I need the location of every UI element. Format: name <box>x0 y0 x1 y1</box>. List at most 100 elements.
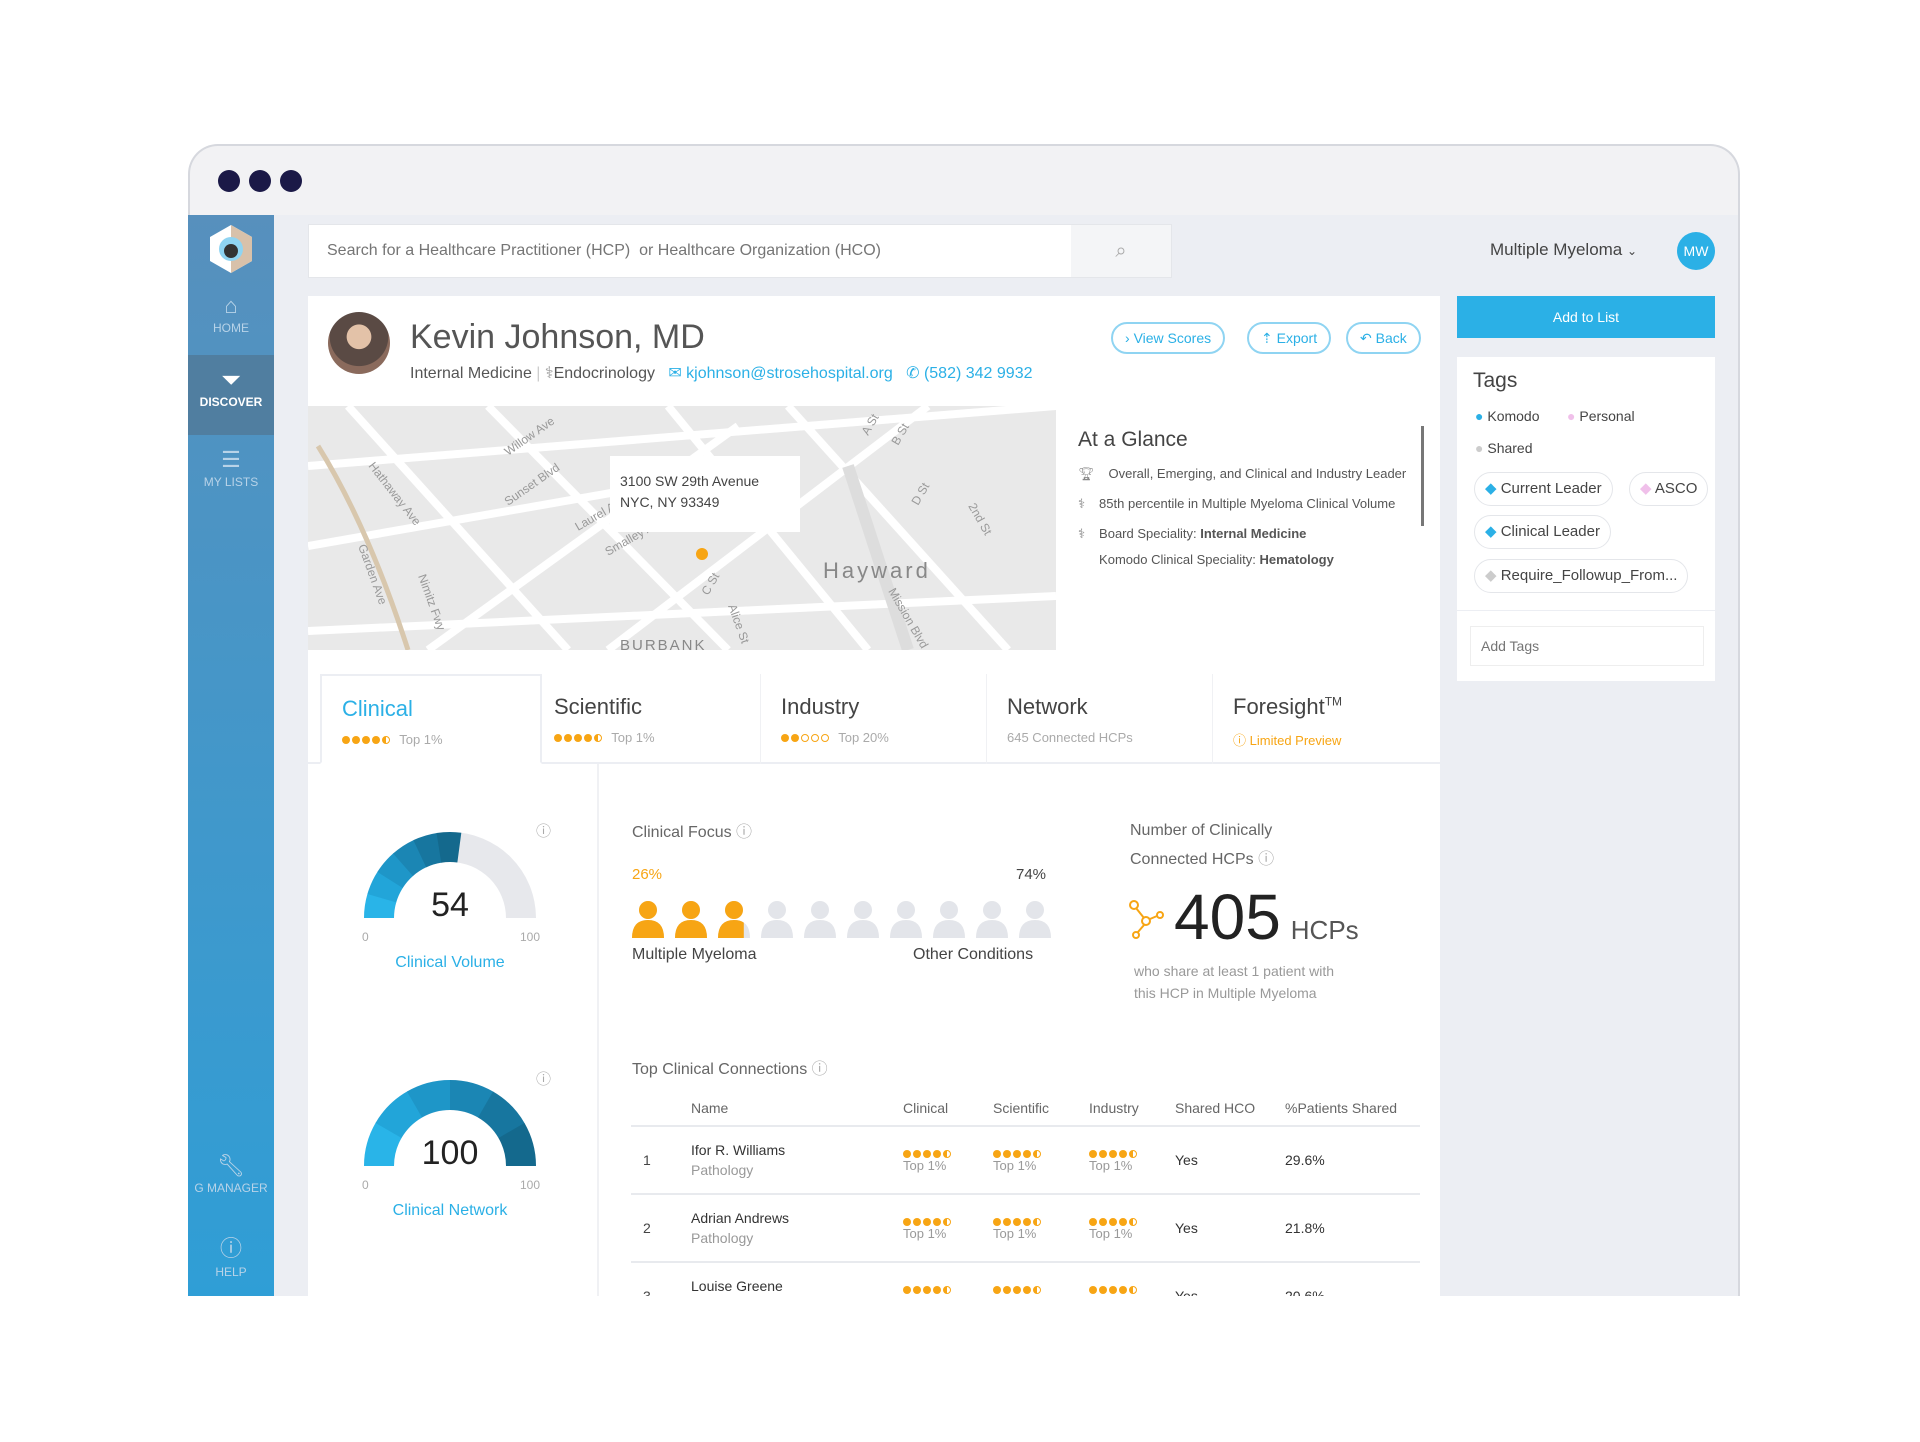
info-icon[interactable]: ⓘ <box>811 1061 828 1078</box>
connection-name[interactable]: Ifor R. Williams <box>691 1142 786 1158</box>
star-icon <box>1129 1149 1137 1158</box>
star-icon <box>1013 1217 1021 1226</box>
tag-current-leader[interactable]: ◆ Current Leader <box>1474 472 1613 506</box>
phone-link[interactable]: ✆ (582) 342 9932 <box>906 365 1033 382</box>
star-icon <box>1023 1217 1031 1226</box>
address-popup <box>610 456 800 532</box>
gauge-fill-segment <box>413 832 442 868</box>
gauge-clinical-network: 100 0 100 ⓘ Clinical Network <box>340 1056 560 1219</box>
user-avatar[interactable]: MW <box>1677 232 1715 270</box>
window-dot-close[interactable] <box>218 170 240 192</box>
star-icon <box>801 734 809 742</box>
gauge-clinical-volume: 54 0 100 ⓘ Clinical Volume <box>340 808 560 971</box>
star-icon <box>811 734 819 742</box>
sidebar-item-my-lists[interactable]: ☰ MY LISTS <box>188 447 274 489</box>
back-button[interactable]: ↶ Back <box>1346 322 1421 354</box>
table-row[interactable]: 1 Ifor R. Williams Pathology Top 1% Top 1% To… <box>631 1126 1420 1194</box>
info-icon[interactable]: ⓘ <box>536 1071 552 1088</box>
sidebar: ⌂ HOME ⏷ DISCOVER ☰ MY LISTS 🔧︎ G MANAGER ⓘ H… <box>188 215 274 1296</box>
tab-scientific[interactable]: Scientific Top 1% <box>554 694 655 745</box>
profile-name: Kevin Johnson, MD <box>410 318 705 356</box>
tag-icon: ◆ <box>1485 480 1497 497</box>
view-scores-button[interactable]: › View Scores <box>1111 322 1226 354</box>
star-icon <box>943 1149 951 1158</box>
window-dot-minimize[interactable] <box>249 170 271 192</box>
gauge-fill-segment <box>364 893 397 918</box>
gauge-value: 54 <box>431 886 469 924</box>
star-icon <box>564 734 572 742</box>
info-icon[interactable]: ⓘ <box>736 824 753 841</box>
tab-foresight[interactable]: ForesightTM ⓘ Limited Preview <box>1212 674 1438 764</box>
sidebar-item-discover[interactable]: ⏷ DISCOVER <box>188 355 274 435</box>
star-icon <box>372 736 380 744</box>
location-map[interactable]: Willow Ave Hathaway Ave Sunset Blvd Smal… <box>308 406 1056 650</box>
gauge-fill-segment <box>393 839 427 876</box>
add-to-list-button[interactable]: Add to List <box>1457 296 1715 338</box>
window-dot-maximize[interactable] <box>280 170 302 192</box>
filter-icon: ⏷ <box>222 367 240 392</box>
tab-industry[interactable]: Industry Top 20% <box>760 674 986 764</box>
tag-require-followup[interactable]: ◆ Require_Followup_From... <box>1474 559 1689 593</box>
star-icon <box>1003 1217 1011 1226</box>
star-icon <box>903 1217 911 1226</box>
star-icon <box>1129 1217 1137 1226</box>
sidebar-item-help[interactable]: ⓘ HELP <box>188 1231 274 1279</box>
address-line1: 3100 SW 29th Avenue <box>620 473 759 489</box>
column-divider <box>597 764 599 1296</box>
export-button[interactable]: ⇡ Export <box>1247 322 1332 354</box>
upload-icon: ⇡ <box>1261 330 1273 346</box>
add-tags-input[interactable] <box>1470 626 1704 666</box>
search-input[interactable] <box>309 225 1069 277</box>
gauge-fill-segment <box>478 1091 525 1139</box>
star-icon <box>1003 1149 1011 1158</box>
primary-pct: 26% <box>632 866 663 883</box>
star-icon <box>923 1149 931 1158</box>
sidebar-item-home[interactable]: ⌂ HOME <box>188 293 274 335</box>
condition-dropdown[interactable]: Multiple Myeloma ⌄ <box>1490 240 1638 259</box>
column-header: Clinical <box>903 1099 949 1116</box>
star-icon <box>781 734 789 742</box>
tab-network[interactable]: Network 645 Connected HCPs <box>986 674 1212 764</box>
star-icon <box>1033 1217 1041 1226</box>
table-row[interactable]: 2 Adrian Andrews Pathology Top 1% Top 1% Top … <box>631 1194 1420 1262</box>
gauge-fill-segment <box>377 853 414 888</box>
map-label: Garden Ave <box>355 542 390 606</box>
star-icon <box>943 1217 951 1226</box>
info-icon[interactable]: ⓘ <box>536 823 552 840</box>
star-icon <box>1109 1149 1117 1158</box>
gauge-fill-segment <box>436 832 462 863</box>
gauge-fill-segment <box>375 1091 423 1138</box>
star-icon <box>913 1149 921 1158</box>
star-icon <box>1089 1285 1097 1294</box>
info-icon[interactable]: ⓘ <box>1258 851 1275 868</box>
glance-scrollbar[interactable] <box>1421 426 1424 526</box>
star-icon <box>933 1285 941 1294</box>
star-icon <box>933 1149 941 1158</box>
connection-name[interactable]: Louise Greene <box>691 1278 783 1294</box>
search-button[interactable]: ⌕ <box>1071 225 1171 277</box>
chevron-right-icon: › <box>1125 330 1130 346</box>
map-city-hayward: Hayward <box>823 558 931 583</box>
glance-item: 🏆︎ Overall, Emerging, and Clinical and In… <box>1078 464 1408 484</box>
sidebar-item-manager[interactable]: 🔧︎ G MANAGER <box>188 1153 274 1195</box>
gauge-fill-segment <box>364 1122 402 1166</box>
connected-count: 405 HCPs <box>1128 880 1359 954</box>
logo-icon <box>210 225 252 273</box>
other-label: Other Conditions <box>913 946 1034 963</box>
tab-clinical[interactable]: Clinical Top 1% <box>320 674 542 764</box>
star-icon <box>923 1285 931 1294</box>
star-icon <box>903 1285 911 1294</box>
star-icon <box>923 1217 931 1226</box>
star-icon <box>1119 1149 1127 1158</box>
email-link[interactable]: ✉ kjohnson@strosehospital.org <box>668 365 893 382</box>
star-icon <box>382 736 390 744</box>
connections-table: Name Clinical Scientific Industry Shared HCO… <box>631 1090 1420 1296</box>
star-icon <box>993 1285 1001 1294</box>
tag-asco[interactable]: ◆ ASCO <box>1629 472 1709 506</box>
tag-clinical-leader[interactable]: ◆ Clinical Leader <box>1474 515 1611 549</box>
connection-name[interactable]: Adrian Andrews <box>691 1210 790 1226</box>
star-icon <box>1109 1285 1117 1294</box>
gauge-fill-segment <box>450 1080 494 1118</box>
column-header: Name <box>691 1099 729 1116</box>
